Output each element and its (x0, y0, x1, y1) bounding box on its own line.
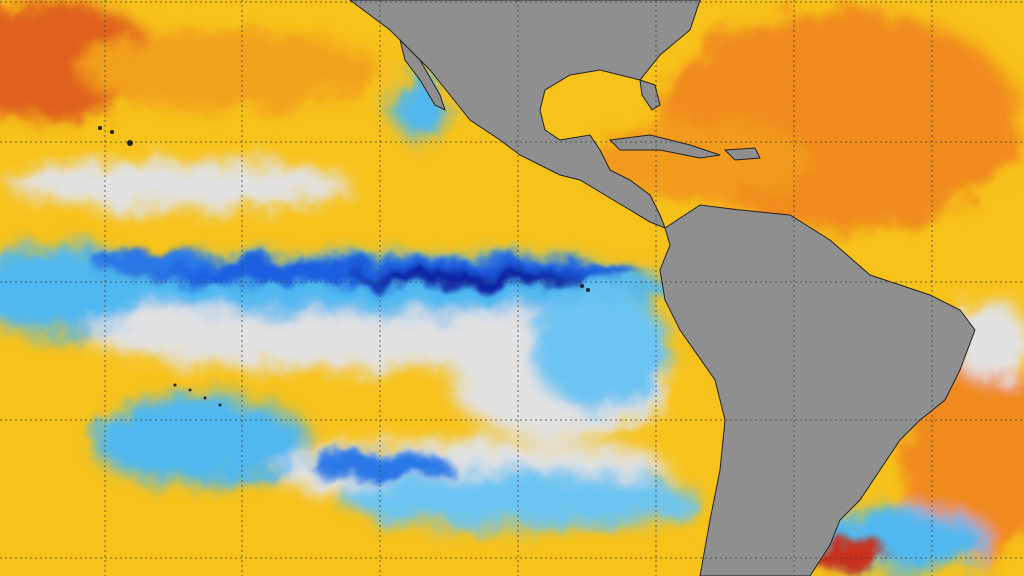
polynesia-island (173, 383, 177, 387)
hawaii-island (110, 130, 114, 134)
cuba (608, 134, 721, 159)
galapagos-island (586, 288, 590, 292)
polynesia-island (188, 388, 192, 392)
hawaii-island (127, 140, 133, 146)
galapagos-island (580, 284, 584, 288)
cool-anomaly-south (90, 395, 310, 485)
land-layer (349, 0, 976, 576)
neutral-patch-atlantic (950, 300, 1024, 380)
cold-tongue-west (90, 250, 210, 274)
south-america (659, 204, 976, 576)
cool-anomaly-peru (530, 290, 670, 410)
cool-anomaly-southeast (340, 470, 700, 530)
north-america (349, 0, 701, 229)
cold-tongue-core (350, 271, 590, 285)
neutral-band-north (10, 160, 350, 210)
hot-patch-argentina (810, 540, 890, 570)
polynesia-island (203, 396, 207, 400)
pacific-islands (98, 126, 590, 407)
baja-california (399, 38, 446, 111)
polynesia-island (218, 403, 222, 407)
hispaniola (723, 147, 761, 161)
hawaii-island (98, 126, 102, 130)
warm-anomaly-north (80, 30, 380, 110)
florida (639, 79, 661, 111)
